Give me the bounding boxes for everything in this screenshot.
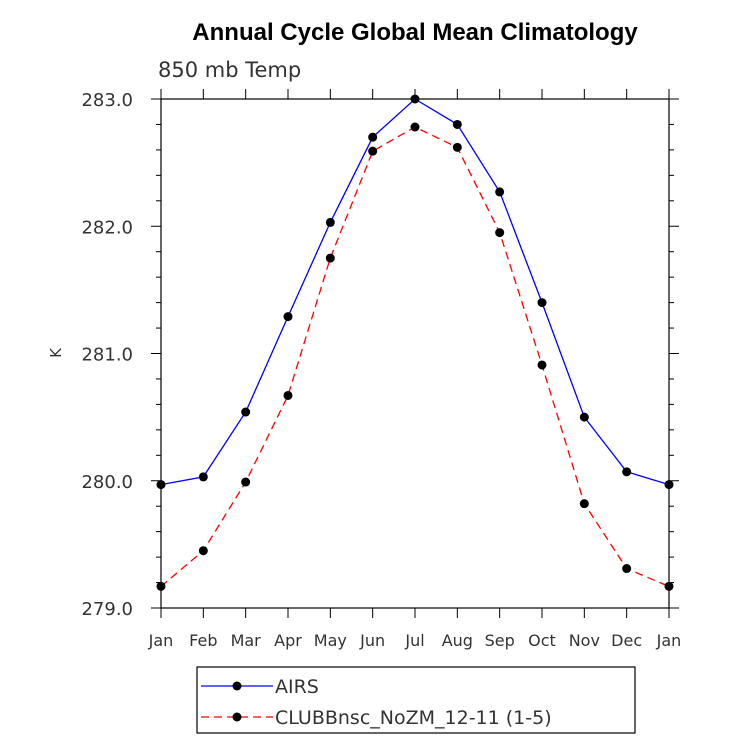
legend-label-2: CLUBBnsc_NoZM_12-11 (1-5)	[275, 707, 552, 729]
series-line-2	[160, 126, 670, 587]
y-tick-label: 280.0	[81, 472, 133, 493]
data-point-series-1	[495, 187, 505, 197]
series-line-1	[160, 98, 670, 486]
data-point-series-2	[452, 142, 462, 152]
x-tick-label: Jan	[656, 631, 682, 650]
chart-subtitle: 850 mb Temp	[158, 58, 301, 82]
chart-title: Annual Cycle Global Mean Climatology	[192, 19, 638, 46]
data-point-series-2	[368, 146, 378, 156]
x-tick-label: May	[314, 631, 347, 650]
data-point-series-1	[537, 298, 547, 308]
x-tick-label: Nov	[569, 631, 600, 650]
data-point-series-2	[579, 499, 589, 509]
x-tick-label: Apr	[274, 631, 302, 650]
data-point-series-2	[537, 360, 547, 370]
x-tick-label: Dec	[611, 631, 642, 650]
data-point-series-2	[156, 581, 166, 591]
data-point-series-1	[664, 480, 674, 490]
y-tick-label: 279.0	[81, 599, 133, 620]
data-point-series-1	[452, 119, 462, 129]
x-tick-label: Jul	[404, 631, 424, 650]
x-tick-label: Feb	[189, 631, 217, 650]
legend-marker-1	[232, 681, 242, 691]
data-point-series-2	[241, 477, 251, 487]
data-point-series-2	[664, 581, 674, 591]
plot-frame	[160, 98, 670, 609]
legend-label-1: AIRS	[275, 676, 319, 698]
x-tick-label: Oct	[528, 631, 556, 650]
x-tick-label: Mar	[231, 631, 262, 650]
legend: AIRS CLUBBnsc_NoZM_12-11 (1-5)	[196, 666, 636, 734]
data-point-series-2	[283, 390, 293, 400]
y-tick-label: 283.0	[81, 90, 133, 111]
data-point-series-1	[198, 472, 208, 482]
data-point-series-2	[325, 253, 335, 263]
data-point-series-1	[579, 412, 589, 422]
data-point-series-2	[198, 546, 208, 556]
plot-area: 279.0 280.0 281.0 282.0 283.0 Jan Feb Mar Apr May…	[81, 89, 681, 650]
y-axis-label: K	[47, 347, 65, 358]
data-point-series-1	[325, 217, 335, 227]
data-point-series-1	[622, 467, 632, 477]
x-tick-label: Jun	[359, 631, 385, 650]
data-point-series-1	[283, 312, 293, 322]
data-point-series-2	[410, 122, 420, 132]
y-tick-label: 281.0	[81, 345, 133, 366]
data-point-series-1	[156, 480, 166, 490]
data-point-series-1	[241, 407, 251, 417]
x-tick-label: Aug	[442, 631, 473, 650]
legend-marker-2	[232, 712, 242, 722]
data-point-series-2	[495, 228, 505, 238]
legend-box	[196, 666, 636, 734]
y-tick-label: 282.0	[81, 217, 133, 238]
data-point-series-1	[410, 94, 420, 104]
x-tick-label: Sep	[485, 631, 515, 650]
data-point-series-1	[368, 132, 378, 142]
x-tick-label: Jan	[148, 631, 174, 650]
data-point-series-2	[622, 564, 632, 574]
